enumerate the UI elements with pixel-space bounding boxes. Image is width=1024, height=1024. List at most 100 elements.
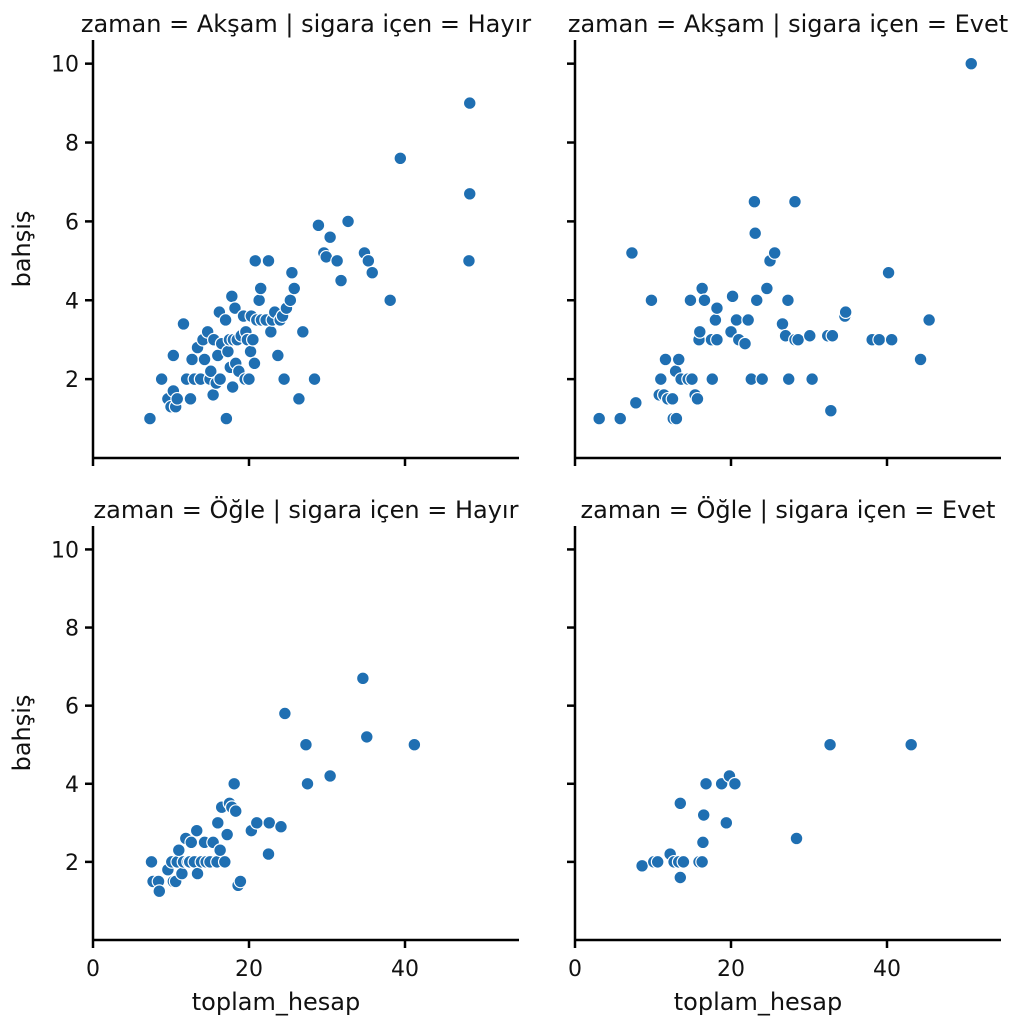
data-point [184, 835, 199, 850]
data-point [287, 281, 302, 296]
panel-title: zaman = Öğle | sigara içen = Hayır [94, 495, 519, 524]
data-point [462, 96, 477, 110]
x-tick-label: 20 [235, 957, 263, 982]
data-point [224, 289, 239, 304]
data-point [922, 313, 937, 327]
data-point [690, 391, 705, 406]
data-point [881, 265, 896, 280]
data-point [361, 253, 376, 268]
data-point [650, 854, 665, 869]
data-point [228, 804, 243, 819]
data-point [221, 344, 235, 359]
y-tick-label: 8 [65, 132, 79, 157]
data-point [697, 293, 712, 308]
data-point [227, 776, 242, 791]
data-point [462, 253, 476, 268]
data-point [217, 854, 232, 869]
data-point [767, 246, 782, 260]
x-axis-label: toplam_hesap [192, 988, 361, 1016]
data-point [872, 332, 887, 347]
data-point [728, 776, 742, 791]
data-point [802, 328, 817, 343]
data-point [323, 769, 338, 783]
y-axis-label: bahşiş [8, 695, 36, 772]
data-point [805, 372, 820, 387]
panel-dinner-nonsmoker: zaman = Akşam | sigara içen = Hayır 2 4 6 8 1… [8, 10, 531, 466]
data-point [625, 246, 639, 260]
data-point [295, 324, 310, 339]
panel-dinner-smoker: zaman = Akşam | sigara içen = Evet [567, 10, 1008, 466]
data-point [710, 301, 724, 316]
data-point [613, 411, 628, 426]
y-axis-label: bahşiş [8, 211, 36, 288]
data-point [741, 313, 756, 327]
data-point [696, 808, 711, 822]
data-point [725, 289, 740, 304]
data-point [673, 870, 688, 885]
data-point [695, 854, 710, 869]
data-point [176, 317, 191, 331]
data-point [383, 293, 398, 308]
data-point [359, 730, 374, 744]
y-tick-label: 8 [65, 617, 79, 642]
data-point [285, 265, 299, 280]
data-point [154, 372, 169, 387]
y-tick-label: 10 [51, 53, 79, 78]
data-point [838, 305, 853, 319]
data-point [206, 388, 221, 402]
data-point [462, 186, 477, 201]
data-point [355, 671, 370, 686]
x-tick-label: 40 [391, 957, 419, 982]
data-point [213, 843, 228, 858]
data-point [228, 301, 242, 316]
data-point [170, 391, 185, 406]
data-point [323, 230, 338, 245]
data-point [307, 372, 322, 387]
data-point [676, 854, 691, 869]
data-point [695, 281, 710, 296]
data-point [964, 56, 979, 71]
y-tick-label: 6 [65, 695, 79, 720]
data-point [274, 819, 288, 834]
data-point [175, 866, 189, 881]
data-point [197, 352, 212, 367]
data-point [407, 737, 422, 752]
data-point [755, 372, 770, 387]
data-point [729, 313, 744, 327]
data-point [277, 706, 292, 721]
data-point [189, 823, 204, 838]
x-tick-label: 0 [86, 957, 100, 982]
data-point [210, 815, 225, 830]
data-point [144, 854, 159, 869]
data-point [213, 372, 228, 387]
data-point [696, 835, 710, 850]
y-tick-label: 6 [65, 210, 79, 235]
data-point [913, 352, 928, 367]
data-point [749, 293, 764, 308]
data-point [219, 411, 234, 426]
data-point [203, 364, 218, 379]
data-point [635, 858, 649, 873]
data-point [789, 831, 804, 846]
x-tick-label: 40 [873, 957, 901, 982]
panel-title: zaman = Öğle | sigara içen = Evet [581, 495, 996, 524]
data-point [262, 815, 277, 830]
data-point [247, 356, 262, 371]
y-tick-label: 4 [65, 773, 79, 798]
data-point [171, 843, 186, 858]
data-point [759, 281, 774, 296]
data-point [263, 324, 278, 339]
data-point [152, 884, 167, 899]
data-point [658, 352, 673, 367]
data-point [748, 226, 763, 241]
data-point [904, 737, 919, 752]
data-point [644, 293, 659, 308]
data-point [292, 391, 306, 406]
data-point [218, 313, 233, 327]
data-point [665, 391, 680, 406]
data-point [190, 866, 205, 881]
data-point [685, 372, 699, 387]
data-point [738, 336, 752, 351]
x-tick-label: 20 [717, 957, 745, 982]
data-point [628, 395, 643, 410]
